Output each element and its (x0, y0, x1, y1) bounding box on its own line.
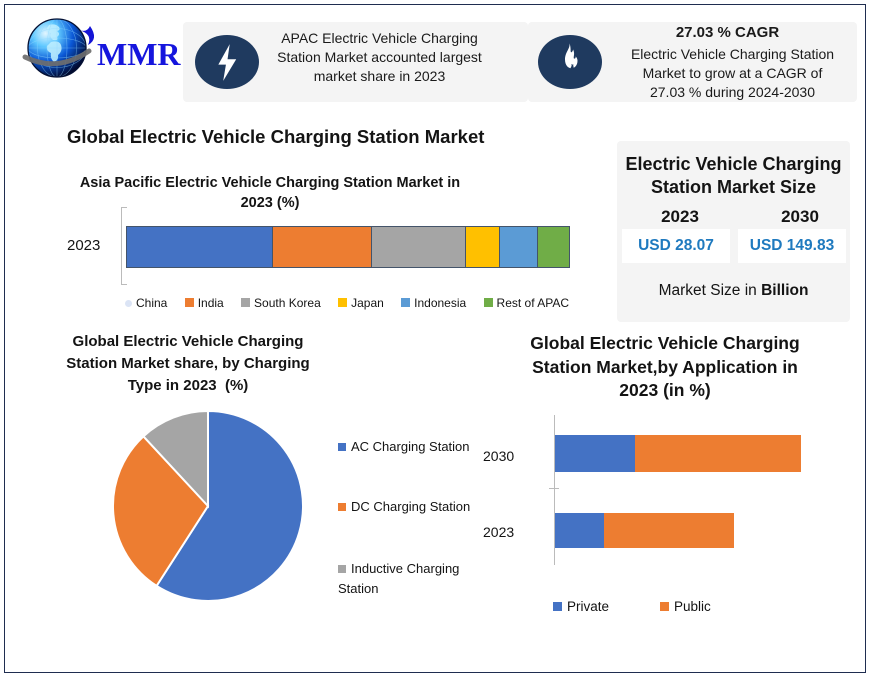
svg-text:MMR: MMR (97, 36, 181, 72)
